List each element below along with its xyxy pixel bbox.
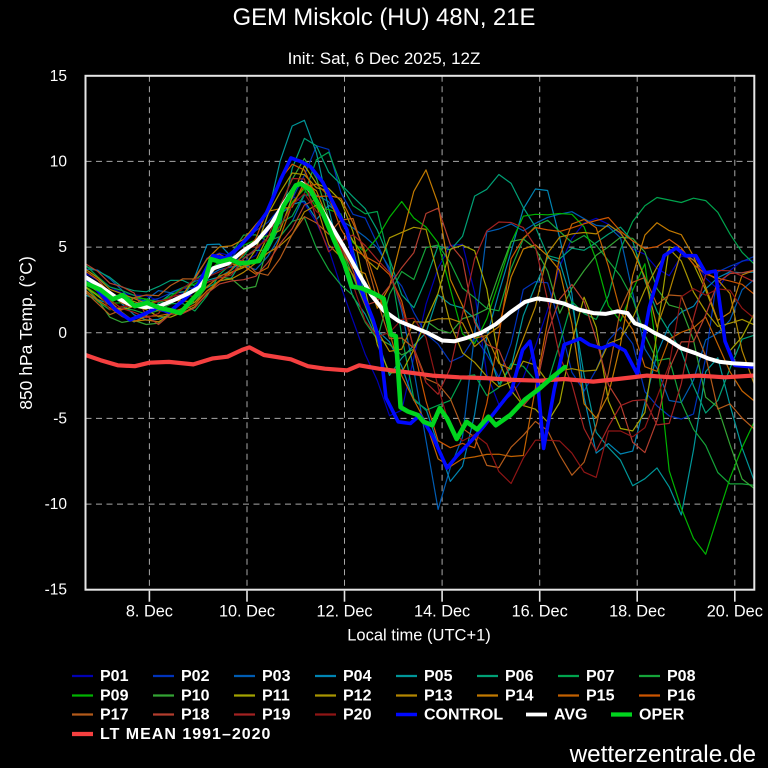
- svg-text:-15: -15: [45, 582, 67, 599]
- svg-text:-10: -10: [45, 496, 68, 513]
- svg-text:15: 15: [50, 68, 67, 85]
- svg-text:P04: P04: [343, 668, 372, 685]
- svg-text:P02: P02: [181, 668, 210, 685]
- svg-text:16. Dec: 16. Dec: [512, 603, 568, 621]
- svg-text:0: 0: [58, 325, 67, 342]
- svg-text:AVG: AVG: [554, 707, 587, 724]
- svg-text:P20: P20: [343, 707, 372, 724]
- svg-text:P03: P03: [262, 668, 291, 685]
- svg-text:18. Dec: 18. Dec: [609, 603, 665, 621]
- svg-text:P14: P14: [505, 688, 534, 705]
- svg-text:GEM Miskolc (HU) 48N, 21E: GEM Miskolc (HU) 48N, 21E: [233, 4, 536, 31]
- svg-text:P07: P07: [586, 668, 615, 685]
- svg-text:LT MEAN 1991–2020: LT MEAN 1991–2020: [100, 726, 271, 743]
- svg-text:-5: -5: [53, 410, 67, 427]
- svg-text:P16: P16: [667, 688, 696, 705]
- svg-text:P17: P17: [100, 707, 129, 724]
- svg-text:10. Dec: 10. Dec: [219, 603, 275, 621]
- svg-text:wetterzentrale.de: wetterzentrale.de: [569, 741, 756, 768]
- svg-text:P10: P10: [181, 688, 210, 705]
- svg-text:14. Dec: 14. Dec: [414, 603, 470, 621]
- svg-text:12. Dec: 12. Dec: [316, 603, 372, 621]
- svg-text:P01: P01: [100, 668, 129, 685]
- svg-text:P09: P09: [100, 688, 129, 705]
- svg-text:P05: P05: [424, 668, 453, 685]
- svg-text:P19: P19: [262, 707, 291, 724]
- svg-text:P06: P06: [505, 668, 534, 685]
- svg-text:P15: P15: [586, 688, 615, 705]
- svg-text:Init: Sat, 6 Dec 2025, 12Z: Init: Sat, 6 Dec 2025, 12Z: [288, 49, 481, 68]
- svg-text:8. Dec: 8. Dec: [126, 603, 173, 621]
- svg-text:P12: P12: [343, 688, 372, 705]
- svg-text:OPER: OPER: [639, 707, 685, 724]
- svg-text:20. Dec: 20. Dec: [707, 603, 763, 621]
- svg-text:CONTROL: CONTROL: [424, 707, 503, 724]
- svg-text:10: 10: [50, 153, 68, 170]
- svg-text:Local time (UTC+1): Local time (UTC+1): [347, 627, 491, 645]
- svg-text:5: 5: [58, 239, 67, 256]
- svg-text:P13: P13: [424, 688, 453, 705]
- svg-text:P11: P11: [262, 688, 290, 705]
- svg-text:P18: P18: [181, 707, 210, 724]
- svg-text:P08: P08: [667, 668, 696, 685]
- svg-text:850 hPa Temp. (°C): 850 hPa Temp. (°C): [16, 256, 36, 410]
